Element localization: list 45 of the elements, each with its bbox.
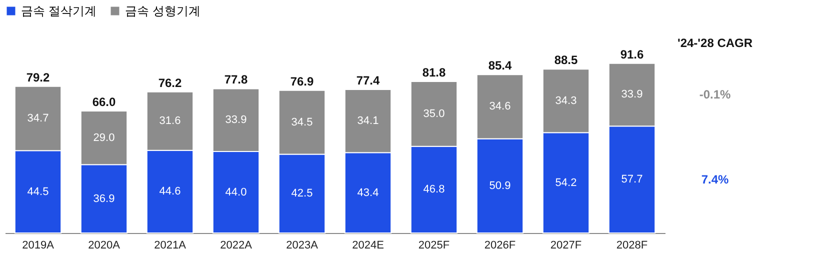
- total-label: 79.2: [26, 70, 50, 84]
- data-label: 43.4: [357, 186, 379, 199]
- data-label: 33.9: [621, 88, 643, 101]
- data-label: 31.6: [159, 115, 181, 128]
- data-label: 44.5: [27, 186, 49, 198]
- data-label: 57.7: [621, 174, 643, 186]
- data-label: 50.9: [489, 180, 511, 192]
- data-label: 34.3: [555, 94, 577, 107]
- total-label: 66.0: [92, 94, 116, 109]
- x-tick-label: 2023A: [286, 240, 319, 252]
- x-tick-label: 2025F: [418, 240, 450, 252]
- text: '24-'28 CAGR: [677, 36, 753, 50]
- total-label: 77.4: [356, 73, 380, 88]
- total-label: 91.6: [620, 47, 644, 62]
- x-tick-label: 2020A: [88, 240, 121, 252]
- data-label: 33.9: [225, 114, 247, 126]
- data-label: 54.2: [555, 176, 577, 189]
- x-tick-label: 2028F: [616, 240, 648, 252]
- data-label: 29.0: [93, 132, 115, 144]
- legend-label: 금속 절삭기계: [21, 4, 96, 18]
- total-label: 76.2: [158, 76, 182, 90]
- text: 7.4%: [701, 172, 729, 187]
- x-tick-label: 2021A: [154, 240, 187, 252]
- total-label: 81.8: [422, 66, 446, 80]
- x-tick-label: 2024E: [352, 240, 384, 252]
- data-label: 36.9: [93, 192, 115, 205]
- data-label: 44.0: [225, 186, 247, 198]
- legend-label: 금속 성형기계: [125, 4, 200, 18]
- x-tick-label: 2022A: [220, 240, 253, 252]
- data-label: 46.8: [423, 184, 445, 196]
- data-label: 42.5: [291, 188, 313, 200]
- data-label: 34.6: [489, 100, 511, 113]
- total-label: 76.9: [290, 74, 314, 88]
- total-label: 77.8: [224, 72, 248, 87]
- text: -0.1%: [699, 88, 731, 102]
- total-label: 85.4: [488, 58, 512, 73]
- data-label: 34.1: [357, 115, 379, 128]
- x-tick-label: 2027F: [550, 240, 582, 252]
- x-tick-label: 2026F: [484, 240, 516, 252]
- data-label: 34.7: [27, 112, 49, 124]
- data-label: 35.0: [423, 108, 445, 120]
- x-tick-label: 2019A: [22, 240, 55, 252]
- total-label: 88.5: [554, 53, 578, 68]
- data-label: 44.6: [159, 186, 181, 198]
- data-label: 34.5: [291, 116, 313, 128]
